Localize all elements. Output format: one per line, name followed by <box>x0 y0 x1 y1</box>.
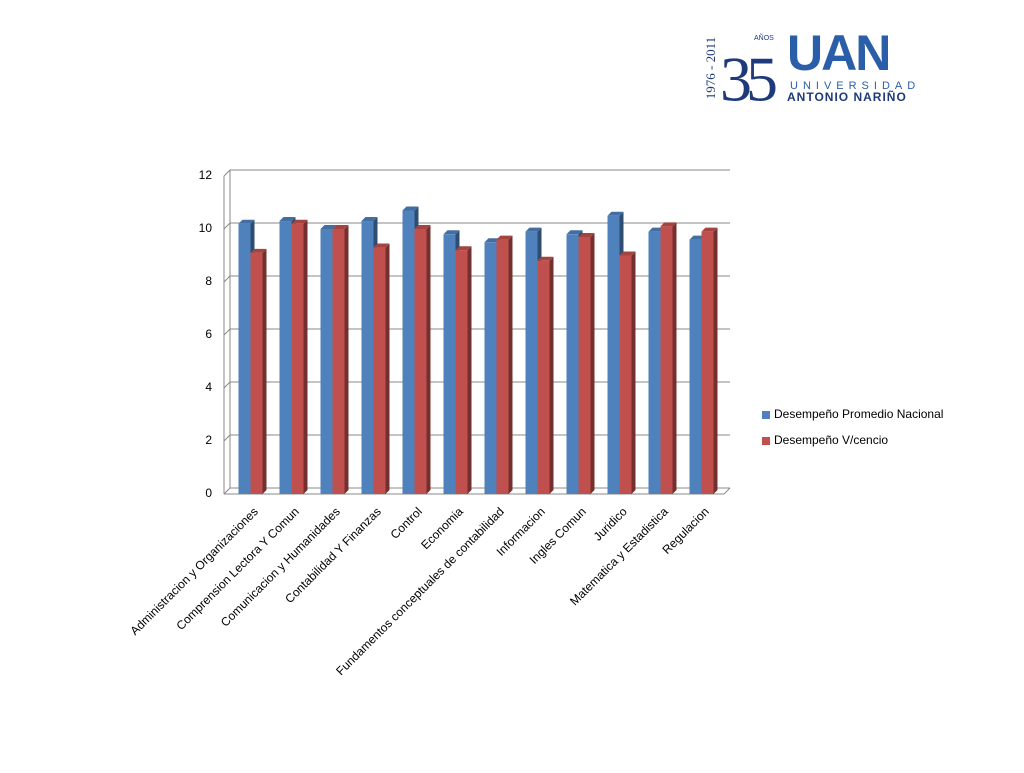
bar-top <box>250 248 267 253</box>
bar-top <box>660 222 677 227</box>
bar-top <box>238 219 255 224</box>
logo-acronym: UAN <box>787 25 889 81</box>
bar-top <box>414 225 431 229</box>
y-tick-label: 0 <box>205 486 212 500</box>
bar-side <box>467 246 472 494</box>
bar-top <box>373 243 390 248</box>
grid-line <box>223 381 231 389</box>
bar-top <box>443 230 460 235</box>
bar-top <box>279 217 296 222</box>
bar <box>373 247 386 494</box>
bar <box>701 231 714 494</box>
y-tick-label: 2 <box>205 433 212 447</box>
bar <box>660 226 673 494</box>
bar-side <box>590 232 595 494</box>
logo-number: 35 <box>720 44 776 115</box>
bar-side <box>426 225 431 494</box>
bar <box>484 242 497 494</box>
bar <box>332 229 345 494</box>
bar-top <box>701 227 718 232</box>
bar-top <box>537 256 554 261</box>
legend-swatch <box>762 411 770 419</box>
bar-side <box>631 251 636 494</box>
bar-side <box>344 225 349 494</box>
bar-top <box>332 225 349 229</box>
logo-years: 1976 - 2011 <box>703 37 718 99</box>
bar-side <box>549 256 554 494</box>
bar-top <box>291 219 308 224</box>
bar <box>689 239 702 494</box>
logo-line1: UNIVERSIDAD <box>790 80 920 92</box>
bar-top <box>361 217 378 222</box>
bar <box>566 234 579 495</box>
y-tick-label: 4 <box>205 380 212 394</box>
grid-line <box>223 328 231 336</box>
grid-line <box>223 275 231 283</box>
bar-side <box>385 243 390 494</box>
bar <box>525 231 538 494</box>
bar <box>238 223 251 494</box>
axis-line <box>723 487 731 495</box>
bar <box>619 255 632 494</box>
bar <box>320 229 333 494</box>
grid-line <box>223 434 231 442</box>
bar-top <box>607 211 624 216</box>
legend-label: Desempeño Promedio Nacional <box>774 407 943 421</box>
bar <box>402 210 415 494</box>
y-tick-label: 12 <box>199 168 213 182</box>
bar-top <box>578 232 595 237</box>
bar-top <box>455 246 472 251</box>
logo-line2: ANTONIO NARIÑO <box>787 89 907 104</box>
bar-side <box>672 222 677 494</box>
legend-swatch <box>762 437 770 445</box>
y-tick-label: 10 <box>199 221 213 235</box>
bar-top <box>619 251 636 256</box>
bar <box>537 260 550 494</box>
bar <box>291 223 304 494</box>
bar-side <box>262 248 267 494</box>
bar <box>443 234 456 495</box>
grid-line <box>223 169 231 177</box>
bar-side <box>508 235 513 494</box>
bar <box>607 215 620 494</box>
bar-top <box>566 230 583 235</box>
bar-top <box>496 235 513 240</box>
logo: 1976 - 2011 35 AÑOS UAN UNIVERSIDAD ANTO… <box>703 25 920 115</box>
bar <box>578 236 591 494</box>
bar-top <box>525 227 542 232</box>
bar-side <box>713 227 718 494</box>
bar <box>414 229 427 494</box>
grid-line <box>223 487 231 495</box>
bar <box>361 221 374 495</box>
bar <box>250 252 263 494</box>
bar <box>279 221 292 495</box>
bar <box>455 250 468 494</box>
y-tick-label: 8 <box>205 274 212 288</box>
grid-line <box>223 222 231 230</box>
legend-label: Desempeño V/cencio <box>774 433 888 447</box>
bar <box>496 239 509 494</box>
bar-side <box>303 219 308 494</box>
logo-anos: AÑOS <box>754 33 774 42</box>
x-tick-label: Juridico <box>591 504 630 543</box>
bar <box>648 231 661 494</box>
y-tick-label: 6 <box>205 327 212 341</box>
x-tick-label: Control <box>388 504 425 541</box>
bar-top <box>402 206 419 211</box>
bar-top <box>320 225 337 229</box>
